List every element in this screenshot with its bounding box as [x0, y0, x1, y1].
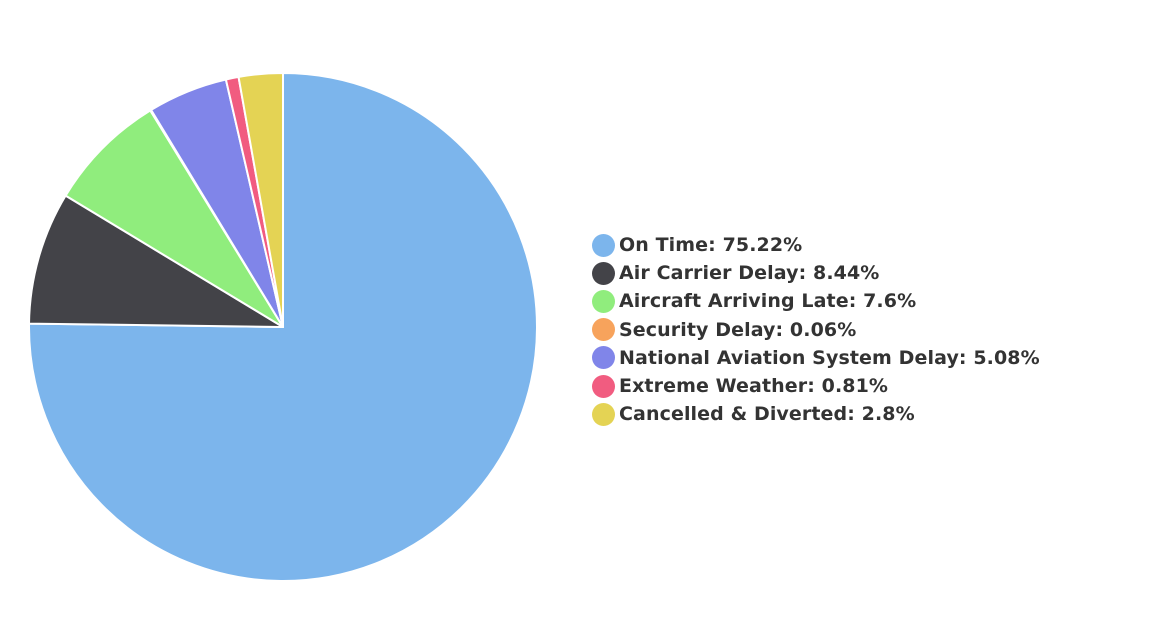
legend-item-cancelled-and-diverted[interactable]: Cancelled & Diverted: 2.8%: [592, 400, 1040, 428]
legend-label: National Aviation System Delay: 5.08%: [619, 346, 1040, 369]
legend-label: Security Delay: 0.06%: [619, 318, 857, 341]
pie-slice-cancelled-and-diverted[interactable]: [237, 72, 284, 328]
legend-label: Cancelled & Diverted: 2.8%: [619, 403, 915, 426]
legend-label: Aircraft Arriving Late: 7.6%: [619, 290, 917, 313]
legend-marker-icon: [592, 374, 615, 398]
legend-marker-icon: [592, 318, 615, 342]
pie-slice-aircraft-arriving-late[interactable]: [64, 109, 284, 328]
legend-marker-icon: [592, 346, 615, 370]
legend-label: On Time: 75.22%: [619, 234, 803, 257]
legend-item-national-aviation-system-delay[interactable]: National Aviation System Delay: 5.08%: [592, 344, 1040, 372]
pie-slice-air-carrier-delay[interactable]: [28, 194, 284, 328]
legend-item-extreme-weather[interactable]: Extreme Weather: 0.81%: [592, 372, 1040, 400]
legend-item-air-carrier-delay[interactable]: Air Carrier Delay: 8.44%: [592, 259, 1040, 287]
legend-label: Extreme Weather: 0.81%: [619, 375, 889, 398]
legend-item-on-time[interactable]: On Time: 75.22%: [592, 231, 1040, 259]
pie-slice-on-time[interactable]: [28, 72, 538, 582]
legend-label: Air Carrier Delay: 8.44%: [619, 262, 880, 285]
chart-legend: On Time: 75.22% Air Carrier Delay: 8.44% A…: [592, 231, 1040, 428]
legend-item-aircraft-arriving-late[interactable]: Aircraft Arriving Late: 7.6%: [592, 287, 1040, 315]
legend-marker-icon: [592, 261, 615, 285]
legend-marker-icon: [592, 233, 615, 257]
legend-item-security-delay[interactable]: Security Delay: 0.06%: [592, 316, 1040, 344]
legend-marker-icon: [592, 402, 615, 426]
legend-marker-icon: [592, 289, 615, 313]
